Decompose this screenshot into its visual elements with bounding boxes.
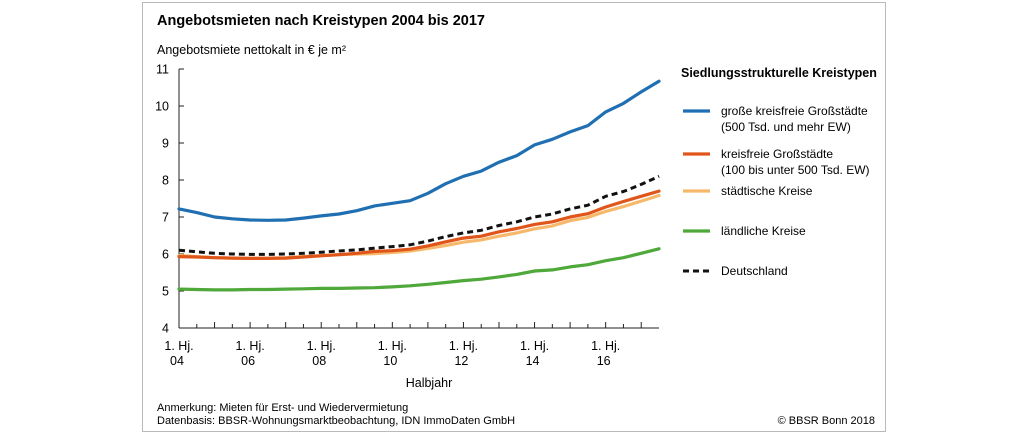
y-tick-label: 10 [155,100,169,114]
x-tick-label-year: 14 [526,354,540,368]
y-axis-label: Angebotsmiete nettokalt in € je m² [157,43,346,57]
y-tick-label: 9 [162,137,169,151]
legend-label: kreisfreie Großstädte [721,147,833,161]
series-line-0 [177,79,661,222]
x-tick-label-year: 16 [597,354,611,368]
y-tick-label: 6 [162,248,169,262]
x-tick-label-year: 06 [241,354,255,368]
x-tick-label-year: 10 [383,354,397,368]
x-tick-label: 1. Hj. [164,339,193,353]
series-layer [177,79,661,292]
legend-label: ländliche Kreise [721,224,806,238]
series-line-1 [177,189,661,260]
x-tick-label-year: 04 [170,354,184,368]
note-annotation: Anmerkung: Mieten für Erst- und Wiederve… [157,402,408,414]
x-tick-label: 1. Hj. [378,339,407,353]
x-axis: 1. Hj.041. Hj.061. Hj.081. Hj.101. Hj.12… [164,322,659,368]
chart-title: Angebotsmieten nach Kreistypen 2004 bis … [157,13,485,29]
y-tick-label: 7 [162,211,169,225]
y-tick-label: 5 [162,285,169,299]
x-tick-label: 1. Hj. [449,339,478,353]
copyright-text: © BBSR Bonn 2018 [778,415,875,427]
x-axis-label: Halbjahr [406,376,453,390]
chart-canvas: Angebotsmieten nach Kreistypen 2004 bis … [155,13,877,427]
note-data-source: Datenbasis: BBSR-Wohnungsmarktbeobachtun… [157,415,515,427]
y-tick-label: 11 [156,63,169,77]
y-tick-label: 8 [162,174,169,188]
legend-label: Deutschland [721,264,788,278]
x-tick-label: 1. Hj. [307,339,336,353]
legend-label: städtische Kreise [721,184,813,198]
y-axis: 4 5 6 7 8 9 10 11 [155,63,184,336]
legend-label-sub: (500 Tsd. und mehr EW) [721,120,851,134]
y-tick-label: 4 [162,322,169,336]
x-tick-label-year: 08 [312,354,326,368]
series-line-4 [178,174,660,256]
chart-frame: Angebotsmieten nach Kreistypen 2004 bis … [142,2,886,432]
x-tick-label: 1. Hj. [236,339,265,353]
legend: große kreisfreie Großstädte (500 Tsd. und… [683,104,870,278]
x-tick-label: 1. Hj. [520,339,549,353]
legend-label-sub: (100 bis unter 500 Tsd. EW) [721,163,870,177]
legend-label: große kreisfreie Großstädte [721,104,868,118]
x-tick-label-year: 12 [454,354,468,368]
legend-title: Siedlungsstrukturelle Kreistypen [681,66,877,80]
x-tick-label: 1. Hj. [591,339,620,353]
series-line-3 [177,247,661,292]
